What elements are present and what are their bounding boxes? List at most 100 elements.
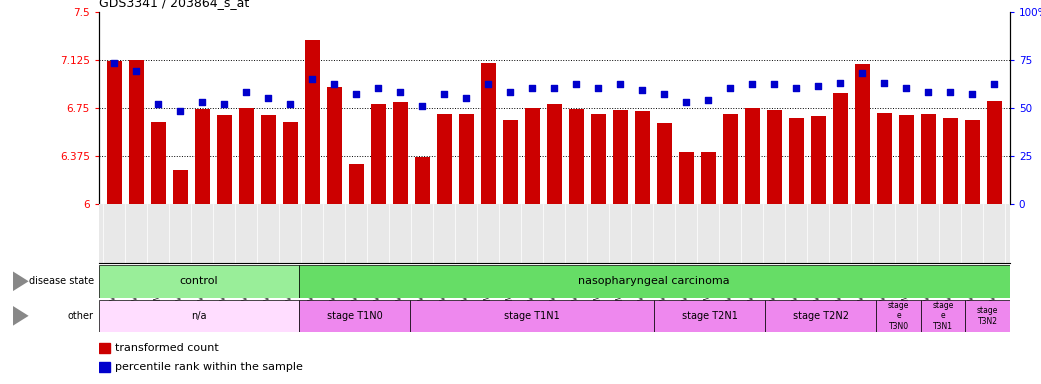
Text: stage T1N1: stage T1N1 [504,311,560,321]
Point [986,81,1002,88]
Point [458,95,475,101]
Text: percentile rank within the sample: percentile rank within the sample [115,362,303,372]
Bar [590,114,606,204]
Bar [106,61,122,204]
Point [282,101,299,107]
Bar [722,114,738,204]
Bar [635,111,650,204]
Point [722,85,739,91]
Bar [481,63,496,204]
Bar [349,164,364,204]
Point [524,85,540,91]
Bar [173,170,188,204]
Point [678,99,694,105]
Bar [305,40,320,204]
Bar [195,109,210,204]
Bar [392,103,408,204]
Bar [151,122,166,204]
Bar [943,118,958,204]
Text: stage
e
T3N0: stage e T3N0 [888,301,910,331]
Bar [965,120,980,204]
Bar [921,300,965,332]
Point [260,95,277,101]
Point [877,79,893,86]
Bar [965,300,1010,332]
Bar [99,343,110,353]
Point [700,97,716,103]
Bar [657,123,672,204]
Point [568,81,585,88]
Polygon shape [14,306,29,326]
Bar [238,108,254,204]
Point [106,60,123,66]
Text: n/a: n/a [192,311,206,321]
Bar [613,110,628,204]
Bar [99,300,299,332]
Bar [898,115,914,204]
Text: other: other [68,311,94,321]
Bar [811,116,827,204]
Point [788,85,805,91]
Bar [299,265,1010,298]
Bar [410,300,655,332]
Point [172,108,188,114]
Bar [920,114,936,204]
Bar [129,60,144,204]
Point [215,101,232,107]
Bar [503,120,518,204]
Bar [744,108,760,204]
Bar [299,300,410,332]
Bar [877,113,892,204]
Bar [371,104,386,204]
Point [238,89,255,95]
Point [502,89,518,95]
Point [370,85,386,91]
Polygon shape [14,271,29,291]
Bar [679,152,694,204]
Bar [833,93,848,204]
Point [150,101,167,107]
Point [898,85,915,91]
Point [436,91,453,97]
Bar [701,152,716,204]
Text: disease state: disease state [28,276,94,286]
Point [766,81,783,88]
Point [480,81,497,88]
Bar [766,110,782,204]
Bar [877,300,921,332]
Point [348,91,364,97]
Bar [525,108,540,204]
Bar [99,362,110,372]
Bar [327,87,342,204]
Text: control: control [179,276,219,286]
Bar [217,115,232,204]
Bar [765,300,877,332]
Point [590,85,607,91]
Bar [459,114,474,204]
Bar [282,122,298,204]
Point [942,89,959,95]
Point [634,87,651,93]
Bar [547,104,562,204]
Text: GDS3341 / 203864_s_at: GDS3341 / 203864_s_at [99,0,249,9]
Point [612,81,629,88]
Point [920,89,937,95]
Bar [414,157,430,204]
Point [744,81,761,88]
Text: transformed count: transformed count [115,343,219,353]
Text: stage T2N2: stage T2N2 [793,311,848,321]
Point [326,81,342,88]
Point [128,68,145,74]
Point [656,91,672,97]
Text: stage
T3N2: stage T3N2 [976,306,998,326]
Bar [655,300,765,332]
Bar [436,114,452,204]
Point [392,89,409,95]
Point [964,91,981,97]
Bar [855,64,870,204]
Text: stage T1N0: stage T1N0 [327,311,382,321]
Bar [260,115,276,204]
Point [304,76,321,82]
Bar [987,101,1002,204]
Point [832,79,848,86]
